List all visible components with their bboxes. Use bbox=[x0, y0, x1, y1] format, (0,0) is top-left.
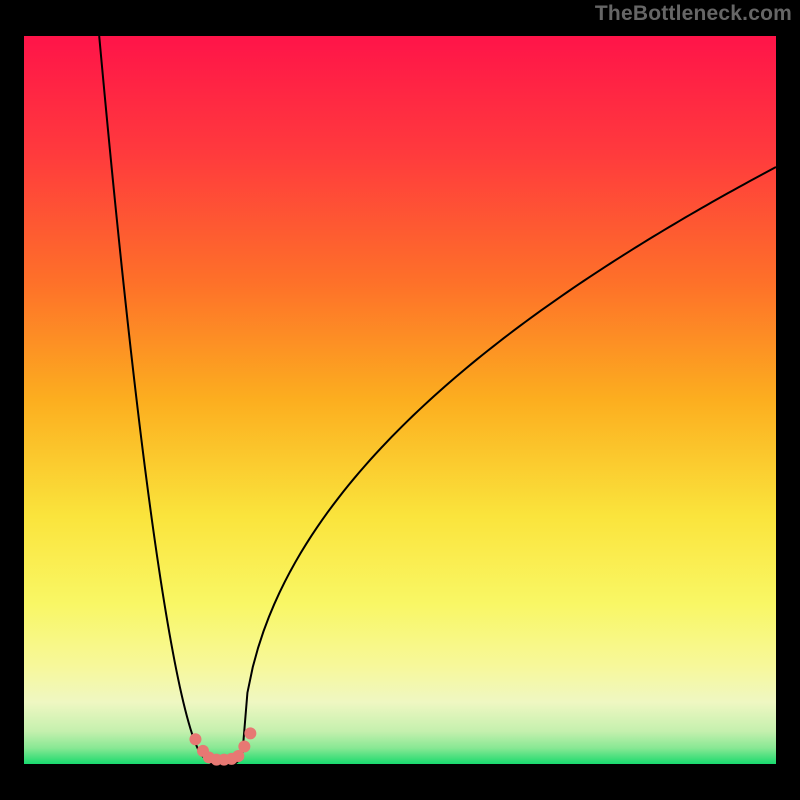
bottleneck-point bbox=[238, 741, 250, 753]
bottleneck-point bbox=[244, 727, 256, 739]
chart-svg bbox=[0, 0, 800, 800]
bottleneck-point bbox=[189, 733, 201, 745]
watermark-text: TheBottleneck.com bbox=[595, 2, 792, 26]
stage: TheBottleneck.com bbox=[0, 0, 800, 800]
